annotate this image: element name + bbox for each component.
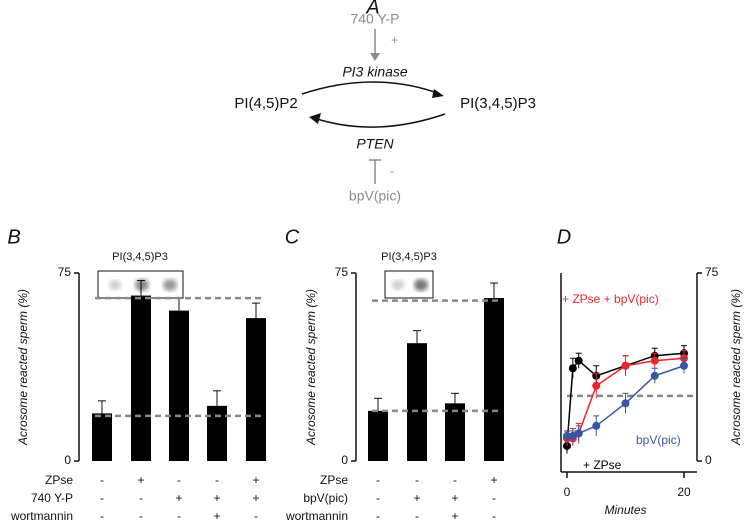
activation-arrowhead xyxy=(370,53,380,61)
condition-sign: - xyxy=(453,473,457,487)
condition-sign: + xyxy=(451,491,458,505)
inhibitor-sign: - xyxy=(390,164,394,178)
y-axis-label: Acrosome reacted sperm (%) xyxy=(304,289,318,446)
point xyxy=(592,421,601,430)
activator-sign: + xyxy=(391,33,398,47)
condition-sign: - xyxy=(492,509,496,523)
blot-band xyxy=(392,280,404,290)
condition-sign: + xyxy=(490,473,497,487)
condition-name: wortmannin xyxy=(10,509,73,523)
series-label: + ZPse + bpV(pic) xyxy=(562,292,659,306)
condition-sign: + xyxy=(175,491,182,505)
condition-sign: - xyxy=(376,509,380,523)
blot-band xyxy=(414,279,428,291)
y-axis-label: Acrosome reacted sperm (%) xyxy=(16,289,30,446)
bar xyxy=(407,343,427,461)
blot-band xyxy=(109,280,121,290)
bar xyxy=(131,295,151,461)
y-tick-label: 0 xyxy=(64,453,71,467)
x-axis-label: Minutes xyxy=(604,503,646,517)
bar xyxy=(368,410,388,461)
condition-sign: - xyxy=(215,473,219,487)
condition-name: ZPse xyxy=(320,473,348,487)
condition-name: wortmannin xyxy=(285,509,348,523)
point xyxy=(574,356,583,365)
condition-sign: - xyxy=(376,473,380,487)
point xyxy=(563,431,571,440)
condition-sign: - xyxy=(492,491,496,505)
y-tick-label: 0 xyxy=(341,453,348,467)
condition-sign: - xyxy=(376,491,380,505)
x-tick-label: 0 xyxy=(564,485,571,499)
series-label: + ZPse xyxy=(583,458,622,472)
activator: 740 Y-P xyxy=(350,11,399,27)
y-tick-label: 75 xyxy=(58,265,72,279)
bar xyxy=(207,405,227,461)
condition-sign: + xyxy=(252,491,259,505)
condition-sign: + xyxy=(213,491,220,505)
condition-sign: - xyxy=(100,509,104,523)
forward-arrowhead xyxy=(432,89,444,98)
inhibitor: bpV(pic) xyxy=(349,188,401,204)
x-tick-label: 20 xyxy=(677,485,691,499)
condition-sign: + xyxy=(451,509,458,523)
bar xyxy=(484,298,504,461)
point xyxy=(574,429,583,438)
y-axis-label: Acrosome reacted sperm (%) xyxy=(729,289,743,446)
reverse-enzyme: PTEN xyxy=(356,136,394,152)
blot-band xyxy=(163,279,177,291)
condition-sign: - xyxy=(100,473,104,487)
condition-sign: - xyxy=(415,473,419,487)
condition-sign: - xyxy=(415,509,419,523)
point xyxy=(680,361,688,370)
condition-sign: - xyxy=(139,491,143,505)
panel-label: A xyxy=(365,0,379,18)
condition-name: 740 Y-P xyxy=(31,491,73,505)
substrate: PI(4,5)P2 xyxy=(234,95,297,112)
panel-label: B xyxy=(7,226,20,248)
point xyxy=(650,371,659,380)
reverse-arrow xyxy=(313,113,446,128)
inset-label: PI(3,4,5)P3 xyxy=(112,251,168,263)
condition-sign: + xyxy=(137,473,144,487)
condition-sign: + xyxy=(252,473,259,487)
series-label: bpV(pic) xyxy=(636,433,681,447)
forward-arrow xyxy=(301,81,441,95)
point xyxy=(592,381,601,390)
condition-name: bpV(pic) xyxy=(303,491,348,505)
forward-enzyme: PI3 kinase xyxy=(342,64,408,80)
condition-sign: - xyxy=(139,509,143,523)
reverse-arrowhead xyxy=(309,113,321,124)
bar xyxy=(92,413,112,461)
bar xyxy=(169,310,189,461)
y-tick-label: 0 xyxy=(705,453,712,467)
product: PI(3,4,5)P3 xyxy=(460,95,536,112)
y-tick-label: 75 xyxy=(705,265,719,279)
inset-label: PI(3,4,5)P3 xyxy=(381,251,437,263)
condition-sign: + xyxy=(213,509,220,523)
blot-band xyxy=(135,279,149,291)
bar xyxy=(445,403,465,461)
point xyxy=(621,399,630,408)
condition-sign: - xyxy=(100,491,104,505)
point xyxy=(650,356,659,365)
bar xyxy=(246,318,266,461)
panel-label: C xyxy=(285,226,300,248)
panel-label: D xyxy=(557,226,571,248)
condition-sign: + xyxy=(413,491,420,505)
y-tick-label: 75 xyxy=(335,265,349,279)
condition-name: ZPse xyxy=(45,473,73,487)
condition-sign: - xyxy=(254,509,258,523)
point xyxy=(621,361,630,370)
condition-sign: - xyxy=(177,473,181,487)
point xyxy=(568,364,577,373)
condition-sign: - xyxy=(177,509,181,523)
